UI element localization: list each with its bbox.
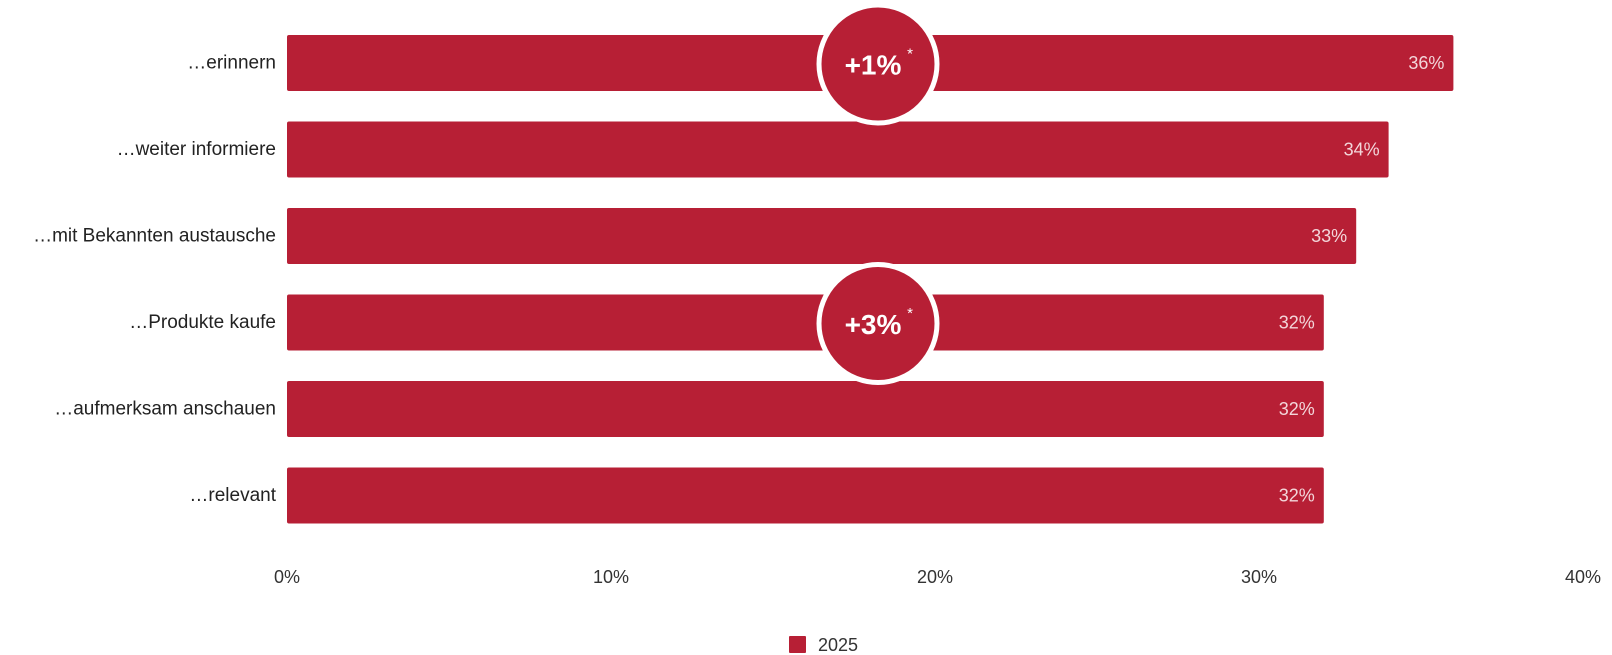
category-labels-layer: …erinnern …weiter informiere …mit Bekannte… bbox=[33, 53, 277, 507]
badge-circle bbox=[816, 2, 940, 126]
badge-footnote-marker: * bbox=[907, 305, 913, 322]
category-label: …mit Bekannten austausche bbox=[33, 226, 276, 247]
badge-change-text: +1% bbox=[845, 50, 902, 81]
bars-layer bbox=[287, 35, 1454, 524]
badge-circle bbox=[816, 262, 940, 385]
annotation-badges-layer: +1% * +3% * bbox=[816, 2, 940, 385]
bar bbox=[287, 381, 1324, 437]
legend-swatch bbox=[789, 636, 806, 653]
value-label: 32% bbox=[1279, 486, 1315, 506]
category-label: …Produkte kaufe bbox=[129, 312, 276, 333]
category-label: …weiter informiere bbox=[117, 139, 276, 160]
x-tick-label: 40% bbox=[1565, 567, 1601, 587]
category-label: …aufmerksam anschauen bbox=[54, 399, 276, 420]
x-tick-label: 30% bbox=[1241, 567, 1277, 587]
category-label: …erinnern bbox=[187, 53, 276, 74]
bar bbox=[287, 121, 1389, 178]
value-label: 34% bbox=[1344, 140, 1380, 160]
x-tick-label: 0% bbox=[274, 567, 300, 587]
legend-label: 2025 bbox=[818, 635, 858, 655]
x-tick-label: 20% bbox=[917, 567, 953, 587]
legend: 2025 bbox=[789, 635, 858, 655]
bar bbox=[287, 294, 1324, 351]
badge-footnote-marker: * bbox=[907, 46, 913, 63]
bar bbox=[287, 467, 1324, 524]
x-tick-label: 10% bbox=[593, 567, 629, 587]
value-label: 33% bbox=[1311, 226, 1347, 246]
change-badge: +3% * bbox=[816, 262, 940, 385]
value-label: 36% bbox=[1408, 53, 1444, 73]
change-badge: +1% * bbox=[816, 2, 940, 126]
value-label: 32% bbox=[1279, 313, 1315, 333]
value-label: 32% bbox=[1279, 399, 1315, 419]
value-labels-layer: 36% 34% 33% 32% 32% 32% bbox=[1279, 53, 1445, 506]
category-label: …relevant bbox=[189, 485, 276, 506]
bar bbox=[287, 208, 1357, 264]
badge-change-text: +3% bbox=[845, 309, 902, 340]
x-axis-ticks-layer: 0% 10% 20% 30% 40% bbox=[274, 567, 1601, 587]
